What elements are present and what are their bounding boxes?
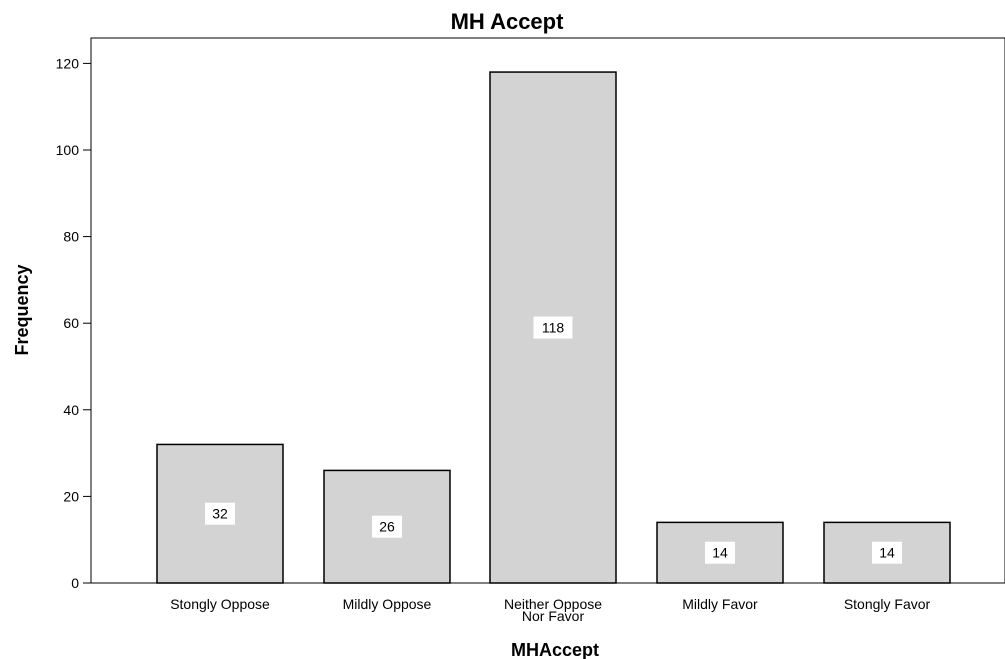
data-label: 26 [379,519,395,535]
x-axis-label: MHAccept [511,640,599,659]
data-label: 14 [712,545,728,561]
data-label-box [872,541,902,564]
data-label: 14 [879,545,895,561]
x-tick-label: Mildly Oppose [343,596,432,612]
y-tick-label: 120 [56,55,80,71]
x-tick-label-line: Stongly Favor [844,596,931,612]
data-label-box [705,541,735,564]
x-tick-label: Neither Oppose Nor Favor [504,596,602,624]
y-tick-label: 40 [63,402,79,418]
chart-title: MH Accept [451,9,565,34]
x-tick-label: Mildly Favor [682,596,758,612]
x-tick-label: Stongly Oppose [170,596,270,612]
data-label-box [533,316,573,339]
x-axis-categories: Stongly Oppose Mildly Oppose Neither Oppos… [170,596,930,624]
y-axis: 0 20 40 60 80 100 120 [56,55,91,591]
x-tick-label-line: Mildly Favor [682,596,758,612]
data-label: 118 [542,320,565,336]
x-tick-label-line: Neither Oppose [504,596,602,612]
x-tick-label-line: Stongly Oppose [170,596,270,612]
x-tick-label-line: Nor Favor [522,608,585,624]
data-label: 32 [212,506,228,522]
y-tick-label: 0 [71,575,79,591]
y-tick-label: 60 [63,315,79,331]
data-label-box [205,502,235,525]
y-tick-label: 100 [56,142,80,158]
x-tick-label-line: Mildly Oppose [343,596,432,612]
y-tick-label: 20 [63,488,79,504]
x-tick-label: Stongly Favor [844,596,931,612]
data-label-box [372,515,402,538]
y-tick-label: 80 [63,229,79,245]
bars: 32 26 118 14 14 [156,71,951,584]
y-axis-label: Frequency [12,264,32,355]
